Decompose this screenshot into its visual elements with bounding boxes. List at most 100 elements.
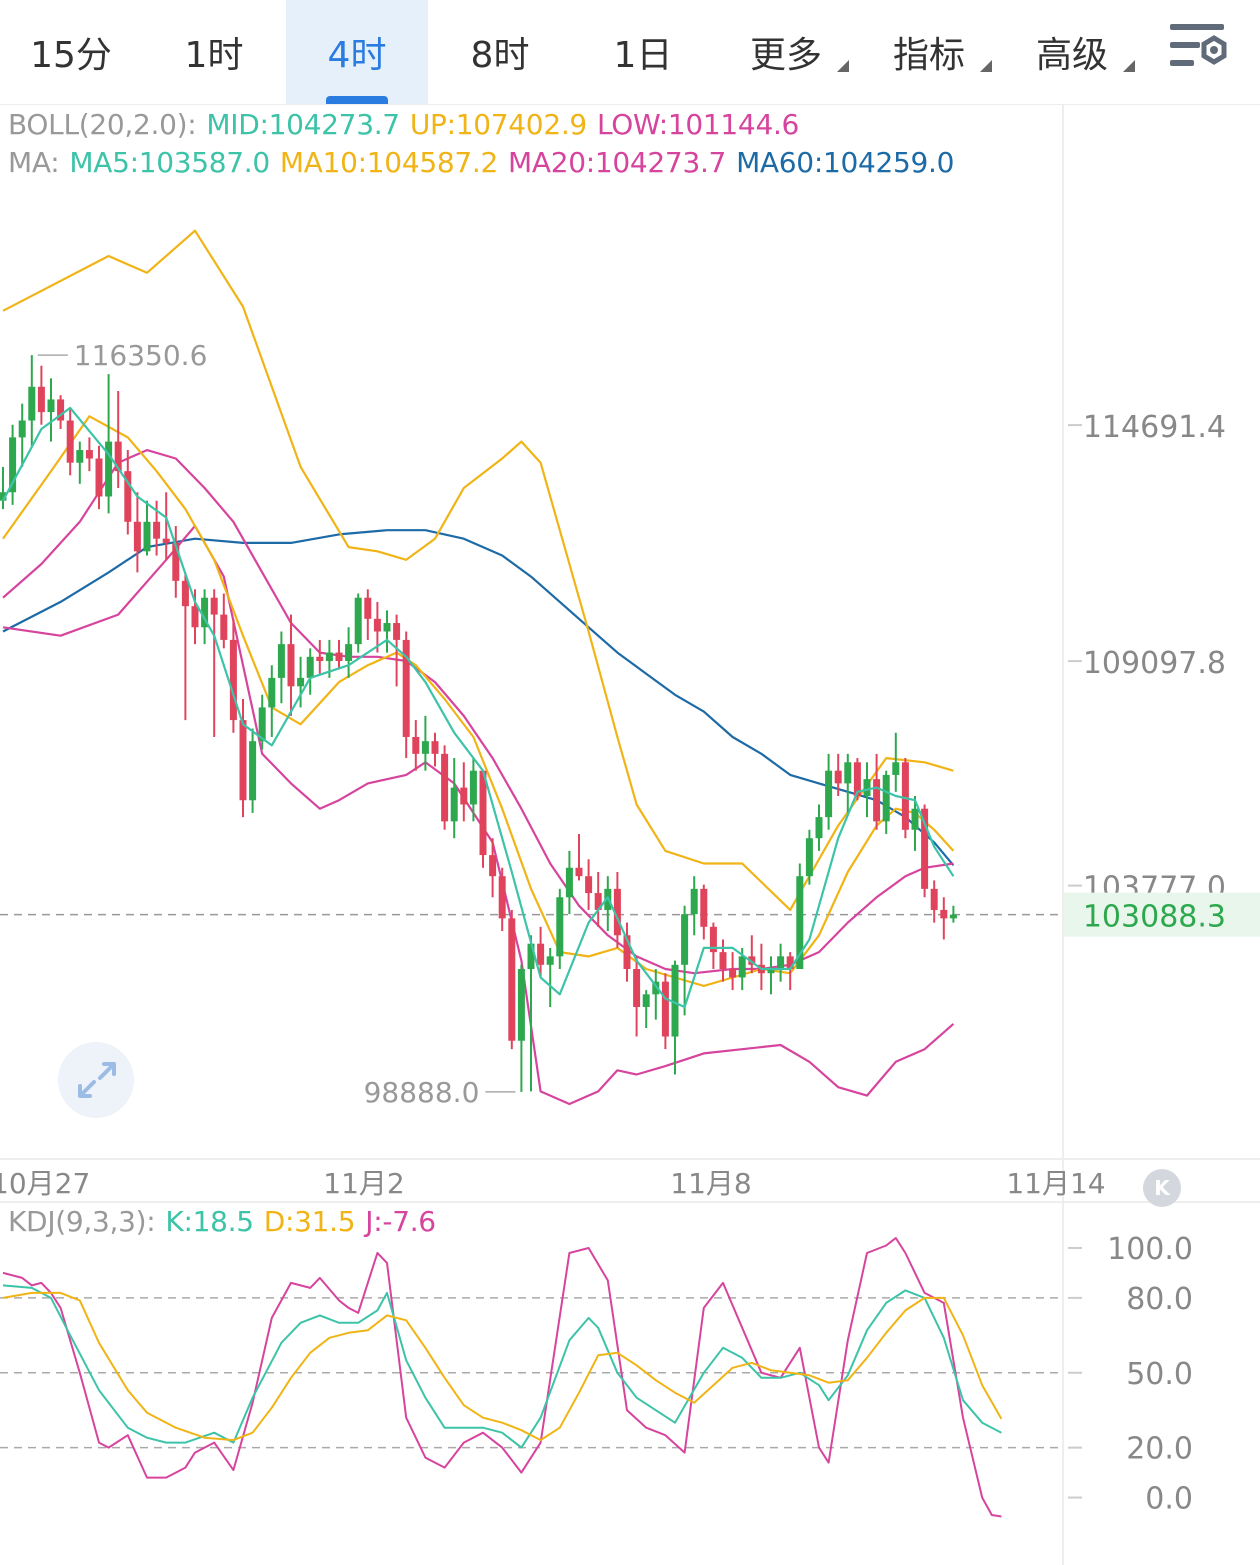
candle-body <box>690 888 698 915</box>
candle-body <box>901 762 909 830</box>
y-tick-label: 109097.8 <box>1083 646 1226 681</box>
kdj-d-line <box>2 1291 1003 1442</box>
candle-body <box>95 458 103 497</box>
candle-body <box>220 614 228 640</box>
boll-low-value: LOW:101144.6 <box>596 108 800 141</box>
candle-body <box>431 741 439 754</box>
candle-body <box>258 707 266 742</box>
candle-body <box>66 420 74 463</box>
candle-body <box>892 762 900 775</box>
candle-body <box>853 762 861 797</box>
price-chart[interactable]: 114691.4109097.8103777.0103088.3116350.6… <box>0 104 1260 1565</box>
candle-body <box>796 876 804 970</box>
candle-body <box>575 867 583 877</box>
ma10-value: MA10:104587.2 <box>279 146 498 179</box>
candle-body <box>18 420 26 438</box>
kdj-legend-prefix: KDJ(9,3,3): <box>8 1205 156 1238</box>
candle-body <box>479 770 487 856</box>
ma20-line <box>2 449 954 975</box>
x-tick-label: 11月8 <box>670 1167 751 1200</box>
x-tick-label: 11月14 <box>1006 1167 1105 1200</box>
ma5-line <box>2 406 955 1009</box>
chart-settings-icon[interactable] <box>1166 18 1234 78</box>
ma5-value: MA5:103587.0 <box>69 146 270 179</box>
candle-body <box>412 736 420 754</box>
candle-body <box>825 770 833 818</box>
kdj-j-line <box>2 1237 1002 1518</box>
boll-legend-prefix: BOLL(20,2.0): <box>8 108 197 141</box>
candle-body <box>57 399 65 421</box>
candle-body <box>421 741 429 754</box>
candle-body <box>191 606 199 628</box>
candle-body <box>777 956 785 970</box>
candle-body <box>383 623 391 632</box>
kdj-tick-label: 80.0 <box>1126 1282 1193 1317</box>
tab-15min[interactable]: 15分 <box>0 0 142 104</box>
candle-body <box>316 656 324 662</box>
candle-body <box>201 597 209 628</box>
candle-body <box>181 580 189 607</box>
candle-body <box>719 952 727 970</box>
candle-body <box>460 787 468 805</box>
candle-body <box>633 969 641 1007</box>
kdj-tick-label: 100.0 <box>1107 1232 1193 1267</box>
candle-body <box>642 994 650 1007</box>
x-tick-label: 11月2 <box>323 1167 404 1200</box>
tab-label: 1时 <box>184 35 244 76</box>
boll-mid-value: MID:104273.7 <box>206 108 400 141</box>
candle-body <box>373 618 381 632</box>
candle-body <box>354 597 362 645</box>
candle-body <box>661 981 669 1037</box>
candle-body <box>450 787 458 822</box>
expand-icon[interactable] <box>58 1042 134 1118</box>
tab-1d[interactable]: 1日 <box>572 0 714 104</box>
tab-1h[interactable]: 1时 <box>143 0 285 104</box>
ma60-line <box>2 529 955 867</box>
kdj-tick-label: 0.0 <box>1145 1482 1193 1517</box>
dropdown-caret-icon <box>1123 60 1135 72</box>
candle-body <box>911 808 919 830</box>
candle-body <box>709 926 717 953</box>
candle-body <box>47 399 55 413</box>
candle-body <box>930 888 938 910</box>
candle-body <box>940 909 948 919</box>
candle-body <box>441 753 449 822</box>
candle-body <box>815 817 823 839</box>
candle-body <box>556 897 564 957</box>
candle-body <box>537 943 545 965</box>
candle-body <box>335 652 343 662</box>
tab-indicators[interactable]: 指标 <box>858 0 1000 104</box>
candle-body <box>767 969 775 974</box>
tab-4h[interactable]: 4时 <box>286 0 428 104</box>
ma20-value: MA20:104273.7 <box>508 146 727 179</box>
tab-8h[interactable]: 8时 <box>429 0 571 104</box>
candle-body <box>681 914 689 965</box>
kdj-k-line <box>2 1284 1002 1449</box>
boll-lower-line <box>2 524 955 1106</box>
candle-body <box>229 639 237 721</box>
candle-body <box>28 386 36 421</box>
boll-upper-line <box>2 229 954 912</box>
tab-more[interactable]: 更多 <box>715 0 857 104</box>
candle-body <box>85 450 93 459</box>
tab-label: 8时 <box>470 35 530 76</box>
candle-body <box>517 969 525 1041</box>
kdj-legend: KDJ(9,3,3): K:18.5 D:31.5 J:-7.6 <box>8 1205 446 1238</box>
candle-body <box>844 762 852 784</box>
candle-body <box>652 981 660 995</box>
dropdown-caret-icon <box>837 60 849 72</box>
candle-body <box>786 956 794 970</box>
candle-body <box>402 639 410 737</box>
candle-body <box>805 838 813 877</box>
candle-body <box>508 918 516 1041</box>
candle-body <box>700 888 708 927</box>
candle-body <box>210 597 218 615</box>
k-logo-icon[interactable]: K <box>1143 1169 1181 1207</box>
candle-body <box>623 935 631 970</box>
tab-label: 15分 <box>30 35 112 76</box>
tab-advanced[interactable]: 高级 <box>1001 0 1143 104</box>
tab-label: 更多 <box>749 35 822 76</box>
candle-body <box>277 644 285 678</box>
candle-body <box>498 876 506 919</box>
candle-body <box>738 956 746 978</box>
